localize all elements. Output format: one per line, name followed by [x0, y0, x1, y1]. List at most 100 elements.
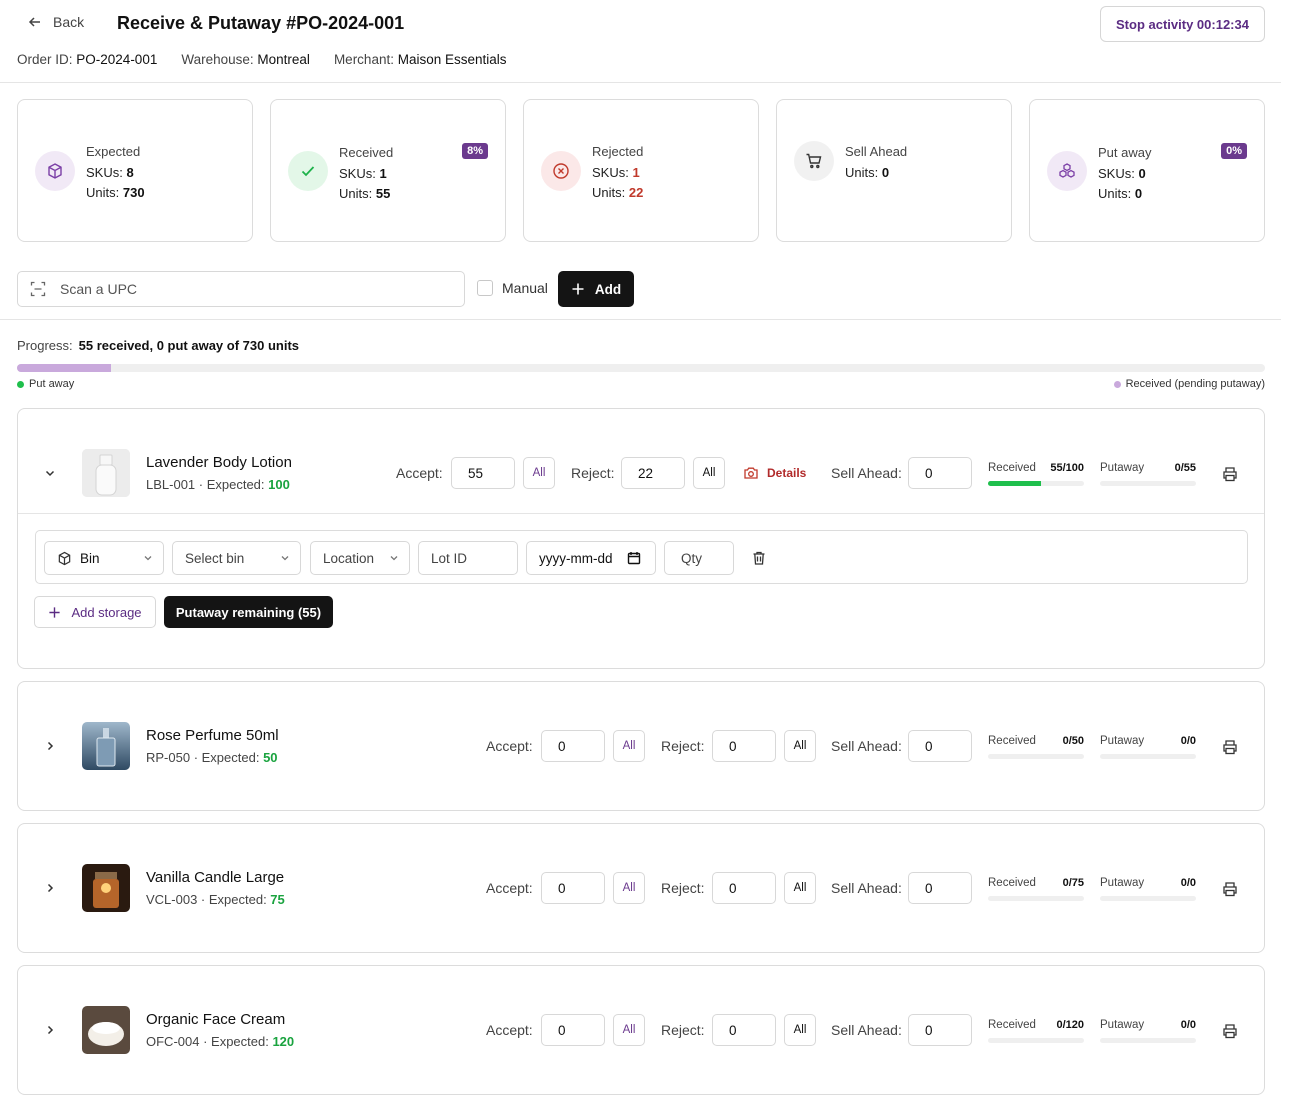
product-sku: OFC-004 · Expected: 120 — [146, 1034, 295, 1049]
product-name: Rose Perfume 50ml — [146, 727, 279, 744]
calendar-icon[interactable] — [627, 551, 641, 565]
accept-all-button[interactable]: All — [613, 872, 645, 904]
lot-id-input[interactable]: Lot ID — [418, 541, 518, 575]
add-button[interactable]: Add — [558, 271, 634, 307]
details-button[interactable]: Details — [743, 465, 806, 481]
product-thumbnail — [82, 449, 130, 497]
product-thumbnail — [82, 864, 130, 912]
arrow-left-icon — [28, 17, 40, 27]
received-bar — [988, 754, 1084, 759]
card-skus: SKUs: 1 — [592, 164, 640, 180]
page-header: Back Receive & Putaway #PO-2024-001 Orde… — [0, 0, 1281, 83]
qty-input[interactable]: Qty — [664, 541, 734, 575]
accept-input[interactable]: 0 — [541, 1014, 605, 1046]
card-units: Units: 730 — [86, 185, 145, 200]
printer-icon[interactable] — [1222, 466, 1238, 482]
card-units: Units: 22 — [592, 185, 644, 200]
reject-all-button[interactable]: All — [693, 457, 725, 489]
putaway-stat: Putaway 0/0 — [1100, 877, 1196, 901]
reject-all-button[interactable]: All — [784, 1014, 816, 1046]
sell-ahead-input[interactable]: 0 — [908, 730, 972, 762]
reject-input[interactable]: 0 — [712, 872, 776, 904]
chevron-down-icon[interactable] — [44, 467, 56, 479]
received-fill — [988, 481, 1041, 486]
legend-received: Received (pending putaway) — [1113, 378, 1265, 390]
bin-select[interactable]: Select bin — [172, 541, 301, 575]
accept-label: Accept: — [486, 880, 533, 896]
storage-row: Bin Select bin Location Lot ID yyyy-mm-d… — [35, 530, 1248, 584]
putaway-percent-badge: 0% — [1221, 143, 1247, 159]
accept-all-button[interactable]: All — [613, 1014, 645, 1046]
product-name: Vanilla Candle Large — [146, 869, 285, 886]
sell-ahead-input[interactable]: 0 — [908, 1014, 972, 1046]
package-icon — [35, 151, 75, 191]
scan-upc-field[interactable] — [17, 271, 465, 307]
trash-icon[interactable] — [751, 550, 767, 566]
reject-label: Reject: — [661, 1022, 705, 1038]
putaway-bar — [1100, 1038, 1196, 1043]
reject-label: Reject: — [661, 738, 705, 754]
x-circle-icon — [541, 151, 581, 191]
reject-input[interactable]: 0 — [712, 730, 776, 762]
sell-ahead-input[interactable]: 0 — [908, 457, 972, 489]
back-button[interactable]: Back — [27, 14, 84, 30]
package-icon — [58, 551, 71, 565]
reject-all-button[interactable]: All — [784, 872, 816, 904]
printer-icon[interactable] — [1222, 881, 1238, 897]
storage-type-select[interactable]: Bin — [44, 541, 164, 575]
received-percent-badge: 8% — [462, 143, 488, 159]
putaway-count: 0/0 — [1180, 735, 1196, 747]
card-put-away: Put away SKUs: 0 Units: 0 0% — [1029, 99, 1265, 242]
checkbox-box[interactable] — [477, 280, 493, 296]
chevron-right-icon[interactable] — [44, 740, 56, 752]
sell-ahead-label: Sell Ahead: — [831, 738, 902, 754]
accept-all-button[interactable]: All — [613, 730, 645, 762]
card-units: Units: 0 — [1098, 186, 1143, 201]
reject-input[interactable]: 22 — [621, 457, 685, 489]
printer-icon[interactable] — [1222, 739, 1238, 755]
expiry-date-input[interactable]: yyyy-mm-dd — [526, 541, 656, 575]
printer-icon[interactable] — [1222, 1023, 1238, 1039]
received-bar — [988, 896, 1084, 901]
putaway-bar — [1100, 481, 1196, 486]
card-title: Put away — [1098, 145, 1152, 160]
reject-input[interactable]: 0 — [712, 1014, 776, 1046]
stop-activity-button[interactable]: Stop activity 00:12:34 — [1100, 6, 1265, 42]
card-title: Sell Ahead — [845, 144, 908, 159]
putaway-count: 0/0 — [1180, 1019, 1196, 1031]
card-sell-ahead: Sell Ahead Units: 0 — [776, 99, 1012, 242]
scan-icon — [30, 281, 46, 297]
line-item-row: Rose Perfume 50ml RP-050 · Expected: 50 … — [18, 694, 1266, 798]
chevron-down-icon — [144, 556, 152, 561]
divider — [18, 513, 1264, 514]
plus-icon — [572, 283, 584, 295]
check-icon — [288, 151, 328, 191]
warehouse: Warehouse: Montreal — [181, 52, 310, 67]
accept-input[interactable]: 0 — [541, 872, 605, 904]
card-units: Units: 0 — [845, 164, 890, 180]
manual-checkbox[interactable]: Manual — [477, 280, 548, 296]
putaway-stat: Putaway 0/0 — [1100, 1019, 1196, 1043]
scan-upc-input[interactable] — [60, 281, 440, 297]
accept-input[interactable]: 55 — [451, 457, 515, 489]
chevron-right-icon[interactable] — [44, 882, 56, 894]
received-stat: Received 0/50 — [988, 735, 1084, 759]
received-bar — [988, 481, 1084, 486]
sell-ahead-label: Sell Ahead: — [831, 880, 902, 896]
accept-all-button[interactable]: All — [523, 457, 555, 489]
add-storage-button[interactable]: Add storage — [34, 596, 156, 628]
cart-icon — [794, 141, 834, 181]
line-item: Organic Face Cream OFC-004 · Expected: 1… — [17, 965, 1265, 1095]
product-thumbnail — [82, 1006, 130, 1054]
card-title: Rejected — [592, 144, 644, 159]
sell-ahead-input[interactable]: 0 — [908, 872, 972, 904]
putaway-remaining-button[interactable]: Putaway remaining (55) — [164, 596, 333, 628]
product-sku: VCL-003 · Expected: 75 — [146, 892, 285, 907]
merchant: Merchant: Maison Essentials — [333, 52, 507, 67]
reject-all-button[interactable]: All — [784, 730, 816, 762]
location-select[interactable]: Location — [310, 541, 410, 575]
accept-input[interactable]: 0 — [541, 730, 605, 762]
chevron-right-icon[interactable] — [44, 1024, 56, 1036]
card-expected: Expected SKUs: 8 Units: 730 — [17, 99, 253, 242]
putaway-bar — [1100, 754, 1196, 759]
